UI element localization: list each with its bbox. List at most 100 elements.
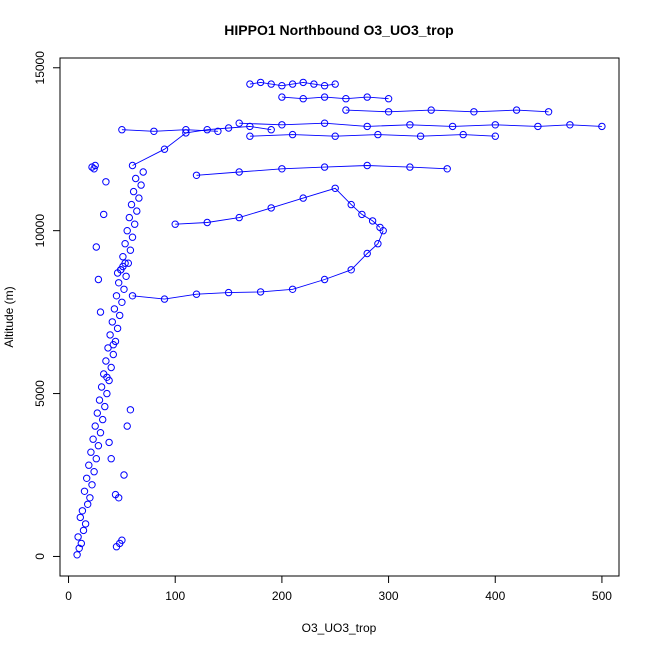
data-point [203, 218, 211, 227]
data-point [102, 357, 110, 365]
y-axis: 0 5000 10000 15000 [33, 51, 61, 560]
data-point [384, 95, 393, 103]
data-point [126, 246, 135, 254]
data-point [113, 324, 122, 333]
data-point [376, 223, 384, 232]
data-point [267, 126, 275, 134]
data-point [406, 163, 414, 171]
data-point [299, 78, 307, 87]
data-point [120, 471, 128, 479]
data-point [224, 124, 233, 132]
data-point [192, 171, 201, 180]
data-point [358, 210, 366, 219]
x-tick-label: 400 [485, 589, 505, 603]
data-point [598, 122, 606, 131]
series-line [196, 165, 448, 176]
x-tick-label: 0 [65, 589, 72, 603]
data-point [126, 406, 135, 414]
data-point [331, 184, 339, 193]
data-point [94, 442, 103, 450]
data-point [320, 275, 329, 284]
chart-title: HIPPO1 Northbound O3_UO3_trop [224, 22, 453, 38]
series-line [175, 187, 381, 228]
data-point [416, 132, 425, 140]
data-point [103, 389, 111, 398]
data-point [299, 194, 307, 202]
data-point [73, 551, 81, 559]
data-point [320, 93, 329, 101]
data-point [91, 422, 99, 430]
data-point [109, 350, 118, 359]
data-point [75, 544, 83, 552]
data-point [123, 227, 131, 235]
data-point [139, 168, 147, 176]
data-point [320, 119, 329, 127]
data-point [112, 292, 121, 300]
data-point [99, 415, 107, 424]
y-tick-label: 0 [33, 553, 47, 560]
data-point [443, 165, 451, 173]
data-point [92, 243, 101, 251]
data-point [123, 422, 131, 430]
y-tick-label: 15000 [33, 51, 47, 85]
data-point [77, 539, 86, 548]
data-point [534, 122, 542, 131]
series-line [345, 109, 549, 113]
data-point [320, 82, 329, 90]
data-point [93, 409, 102, 417]
data-point [107, 363, 115, 372]
data-point [368, 217, 377, 225]
data-point [133, 207, 141, 215]
data-point [74, 533, 82, 541]
series-line [239, 122, 602, 127]
data-point [102, 178, 110, 186]
data-point [171, 220, 179, 228]
data-point [235, 119, 243, 127]
data-point [104, 344, 112, 352]
data-point [342, 106, 350, 114]
data-point [84, 500, 92, 508]
x-tick-label: 500 [592, 589, 612, 603]
data-point [406, 121, 414, 129]
data-point [86, 494, 94, 502]
y-axis-label: Altitude (m) [2, 286, 16, 347]
data-point [347, 266, 355, 274]
data-point [107, 455, 115, 463]
data-point [128, 161, 137, 170]
data-point [80, 487, 89, 495]
data-point [278, 82, 286, 90]
data-point [109, 341, 118, 349]
data-point [92, 455, 101, 463]
series-line [132, 230, 384, 300]
data-point [374, 240, 382, 248]
data-point [491, 121, 499, 129]
data-point [363, 122, 371, 131]
data-point [267, 80, 275, 88]
data-point [120, 285, 128, 293]
series-line [281, 96, 389, 100]
x-axis: 0 100 200 300 400 500 [65, 575, 612, 603]
data-point [491, 132, 499, 140]
data-point [224, 288, 233, 297]
data-point [150, 127, 158, 136]
data-point [137, 181, 145, 189]
data-point [81, 520, 90, 528]
data-point [125, 213, 134, 222]
data-point [128, 292, 137, 300]
data-point [160, 295, 169, 303]
data-point [101, 402, 109, 411]
data-point [108, 318, 117, 326]
data-point [87, 448, 95, 456]
data-point [96, 308, 105, 316]
data-point [214, 127, 222, 136]
data-point [118, 126, 126, 134]
data-point [116, 311, 124, 320]
data-point [131, 220, 139, 228]
data-point [512, 106, 521, 114]
data-point [127, 200, 136, 209]
data-point [459, 130, 467, 139]
data-point [331, 132, 339, 140]
data-point [95, 396, 104, 404]
y-tick-label: 5000 [33, 380, 47, 407]
